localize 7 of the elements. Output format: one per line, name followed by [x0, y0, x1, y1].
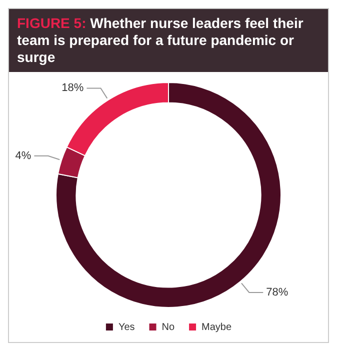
legend-label: No	[162, 322, 175, 333]
legend-label: Maybe	[202, 322, 232, 333]
legend-label: Yes	[118, 322, 135, 333]
chart-title: FIGURE 5: Whether nurse leaders feel their team is prepared for a future pandemic or surge	[17, 15, 304, 65]
data-label: 18%	[62, 82, 84, 94]
data-label: 4%	[15, 150, 32, 162]
data-label: 78%	[266, 286, 288, 298]
